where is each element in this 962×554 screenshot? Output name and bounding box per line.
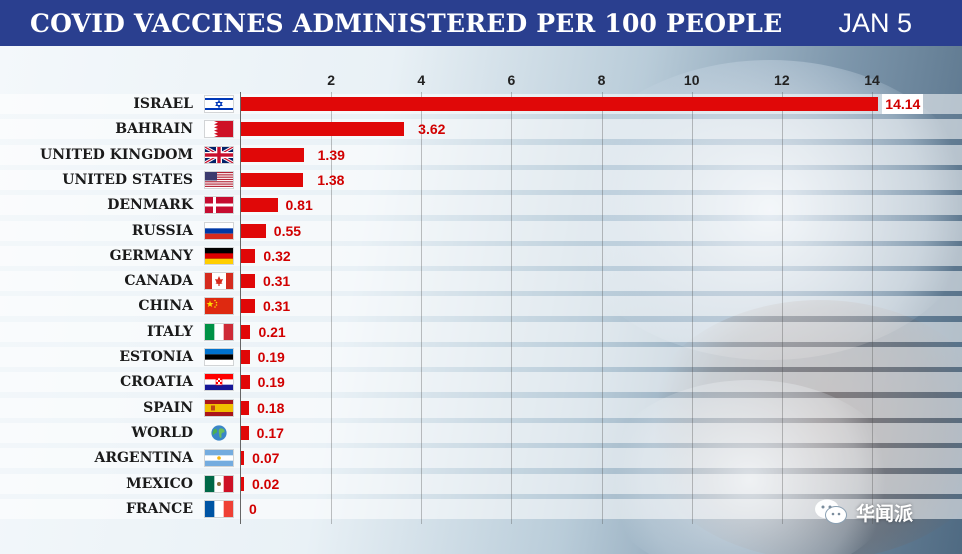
chart-header: COVID VACCINES ADMINISTERED PER 100 PEOP… [0, 0, 962, 46]
united-states-flag [205, 171, 233, 188]
value-label: 0.21 [258, 323, 286, 340]
canada-flag [205, 273, 233, 290]
value-label: 0.19 [257, 349, 285, 365]
x-tick-label: 12 [774, 72, 790, 88]
category-label: FRANCE [125, 500, 193, 517]
croatia-flag [205, 374, 233, 391]
x-tick-label: 10 [683, 72, 700, 88]
mexico-flag [205, 475, 233, 492]
bar [241, 400, 250, 415]
gridline-12 [781, 92, 783, 524]
chart-title: COVID VACCINES ADMINISTERED PER 100 PEOP… [30, 8, 783, 38]
bahrain-flag [205, 121, 233, 138]
category-label: GERMANY [109, 247, 193, 264]
value-label: 14.14 [882, 94, 924, 114]
argentina-flag [205, 450, 233, 467]
united-kingdom-flag [205, 146, 233, 163]
gridline-8 [601, 92, 603, 524]
bar [241, 198, 278, 213]
value-label: 0.81 [285, 197, 313, 214]
value-label: 0.32 [263, 247, 291, 264]
bar [241, 324, 251, 339]
bar [241, 299, 255, 314]
x-tick-label: 6 [507, 72, 516, 88]
value-label: 0.19 [257, 374, 285, 391]
category-label: CROATIA [120, 374, 193, 391]
bar [241, 476, 244, 491]
category-label: WORLD [131, 424, 193, 441]
estonia-flag [205, 349, 233, 365]
gridline-10 [691, 92, 693, 524]
chart-date: JAN 5 [838, 7, 912, 38]
gridline-6 [511, 92, 513, 524]
bar [241, 223, 266, 238]
italy-flag [205, 323, 233, 340]
bar [241, 248, 256, 263]
israel-flag [205, 96, 233, 112]
category-label: ISRAEL [133, 96, 193, 112]
china-flag [205, 298, 233, 315]
gridline-2 [331, 92, 333, 524]
bar [241, 425, 249, 440]
denmark-flag [205, 197, 233, 214]
value-label: 0.31 [262, 298, 291, 315]
watermark: 华闻派 [814, 498, 913, 526]
bar [241, 375, 250, 390]
y-axis-line [240, 92, 241, 524]
category-label: UNITED KINGDOM [40, 146, 193, 163]
watermark-text: 华闻派 [856, 502, 914, 525]
x-tick-label: 4 [417, 72, 426, 88]
value-label: 0 [249, 500, 257, 517]
category-label: SPAIN [143, 399, 193, 416]
bar [241, 350, 250, 364]
bar [241, 122, 405, 137]
x-tick-label: 14 [864, 72, 880, 88]
bar [241, 274, 255, 289]
category-label: MEXICO [126, 475, 193, 492]
category-label: UNITED STATES [62, 171, 193, 188]
category-label: RUSSIA [131, 222, 193, 239]
x-tick-label: 2 [327, 72, 336, 88]
france-flag [205, 500, 233, 517]
value-label: 1.39 [317, 146, 345, 163]
category-label: BAHRAIN [115, 121, 193, 138]
value-label: 0.18 [257, 399, 285, 416]
spain-flag [205, 399, 233, 416]
value-label: 3.62 [418, 121, 446, 138]
bar [241, 147, 304, 162]
category-label: CHINA [138, 298, 193, 315]
category-label: CANADA [124, 273, 193, 290]
bar [241, 451, 245, 466]
category-label: ARGENTINA [94, 450, 193, 467]
category-label: ITALY [146, 323, 193, 340]
bar [241, 172, 304, 187]
gridline-4 [421, 92, 423, 524]
bar [241, 97, 879, 111]
category-label: DENMARK [107, 197, 193, 214]
value-label: 0.07 [252, 450, 280, 467]
value-label: 0.02 [252, 475, 280, 492]
value-label: 0.55 [273, 222, 302, 239]
category-label: ESTONIA [119, 349, 193, 365]
russia-flag [205, 222, 233, 239]
value-label: 0.31 [262, 273, 291, 290]
germany-flag [205, 247, 233, 264]
wechat-icon [815, 499, 847, 524]
gridline-14 [872, 92, 873, 524]
value-label: 0.17 [256, 424, 284, 441]
world-globe-icon [205, 425, 233, 441]
x-tick-label: 8 [597, 72, 606, 88]
value-label: 1.38 [317, 171, 345, 188]
